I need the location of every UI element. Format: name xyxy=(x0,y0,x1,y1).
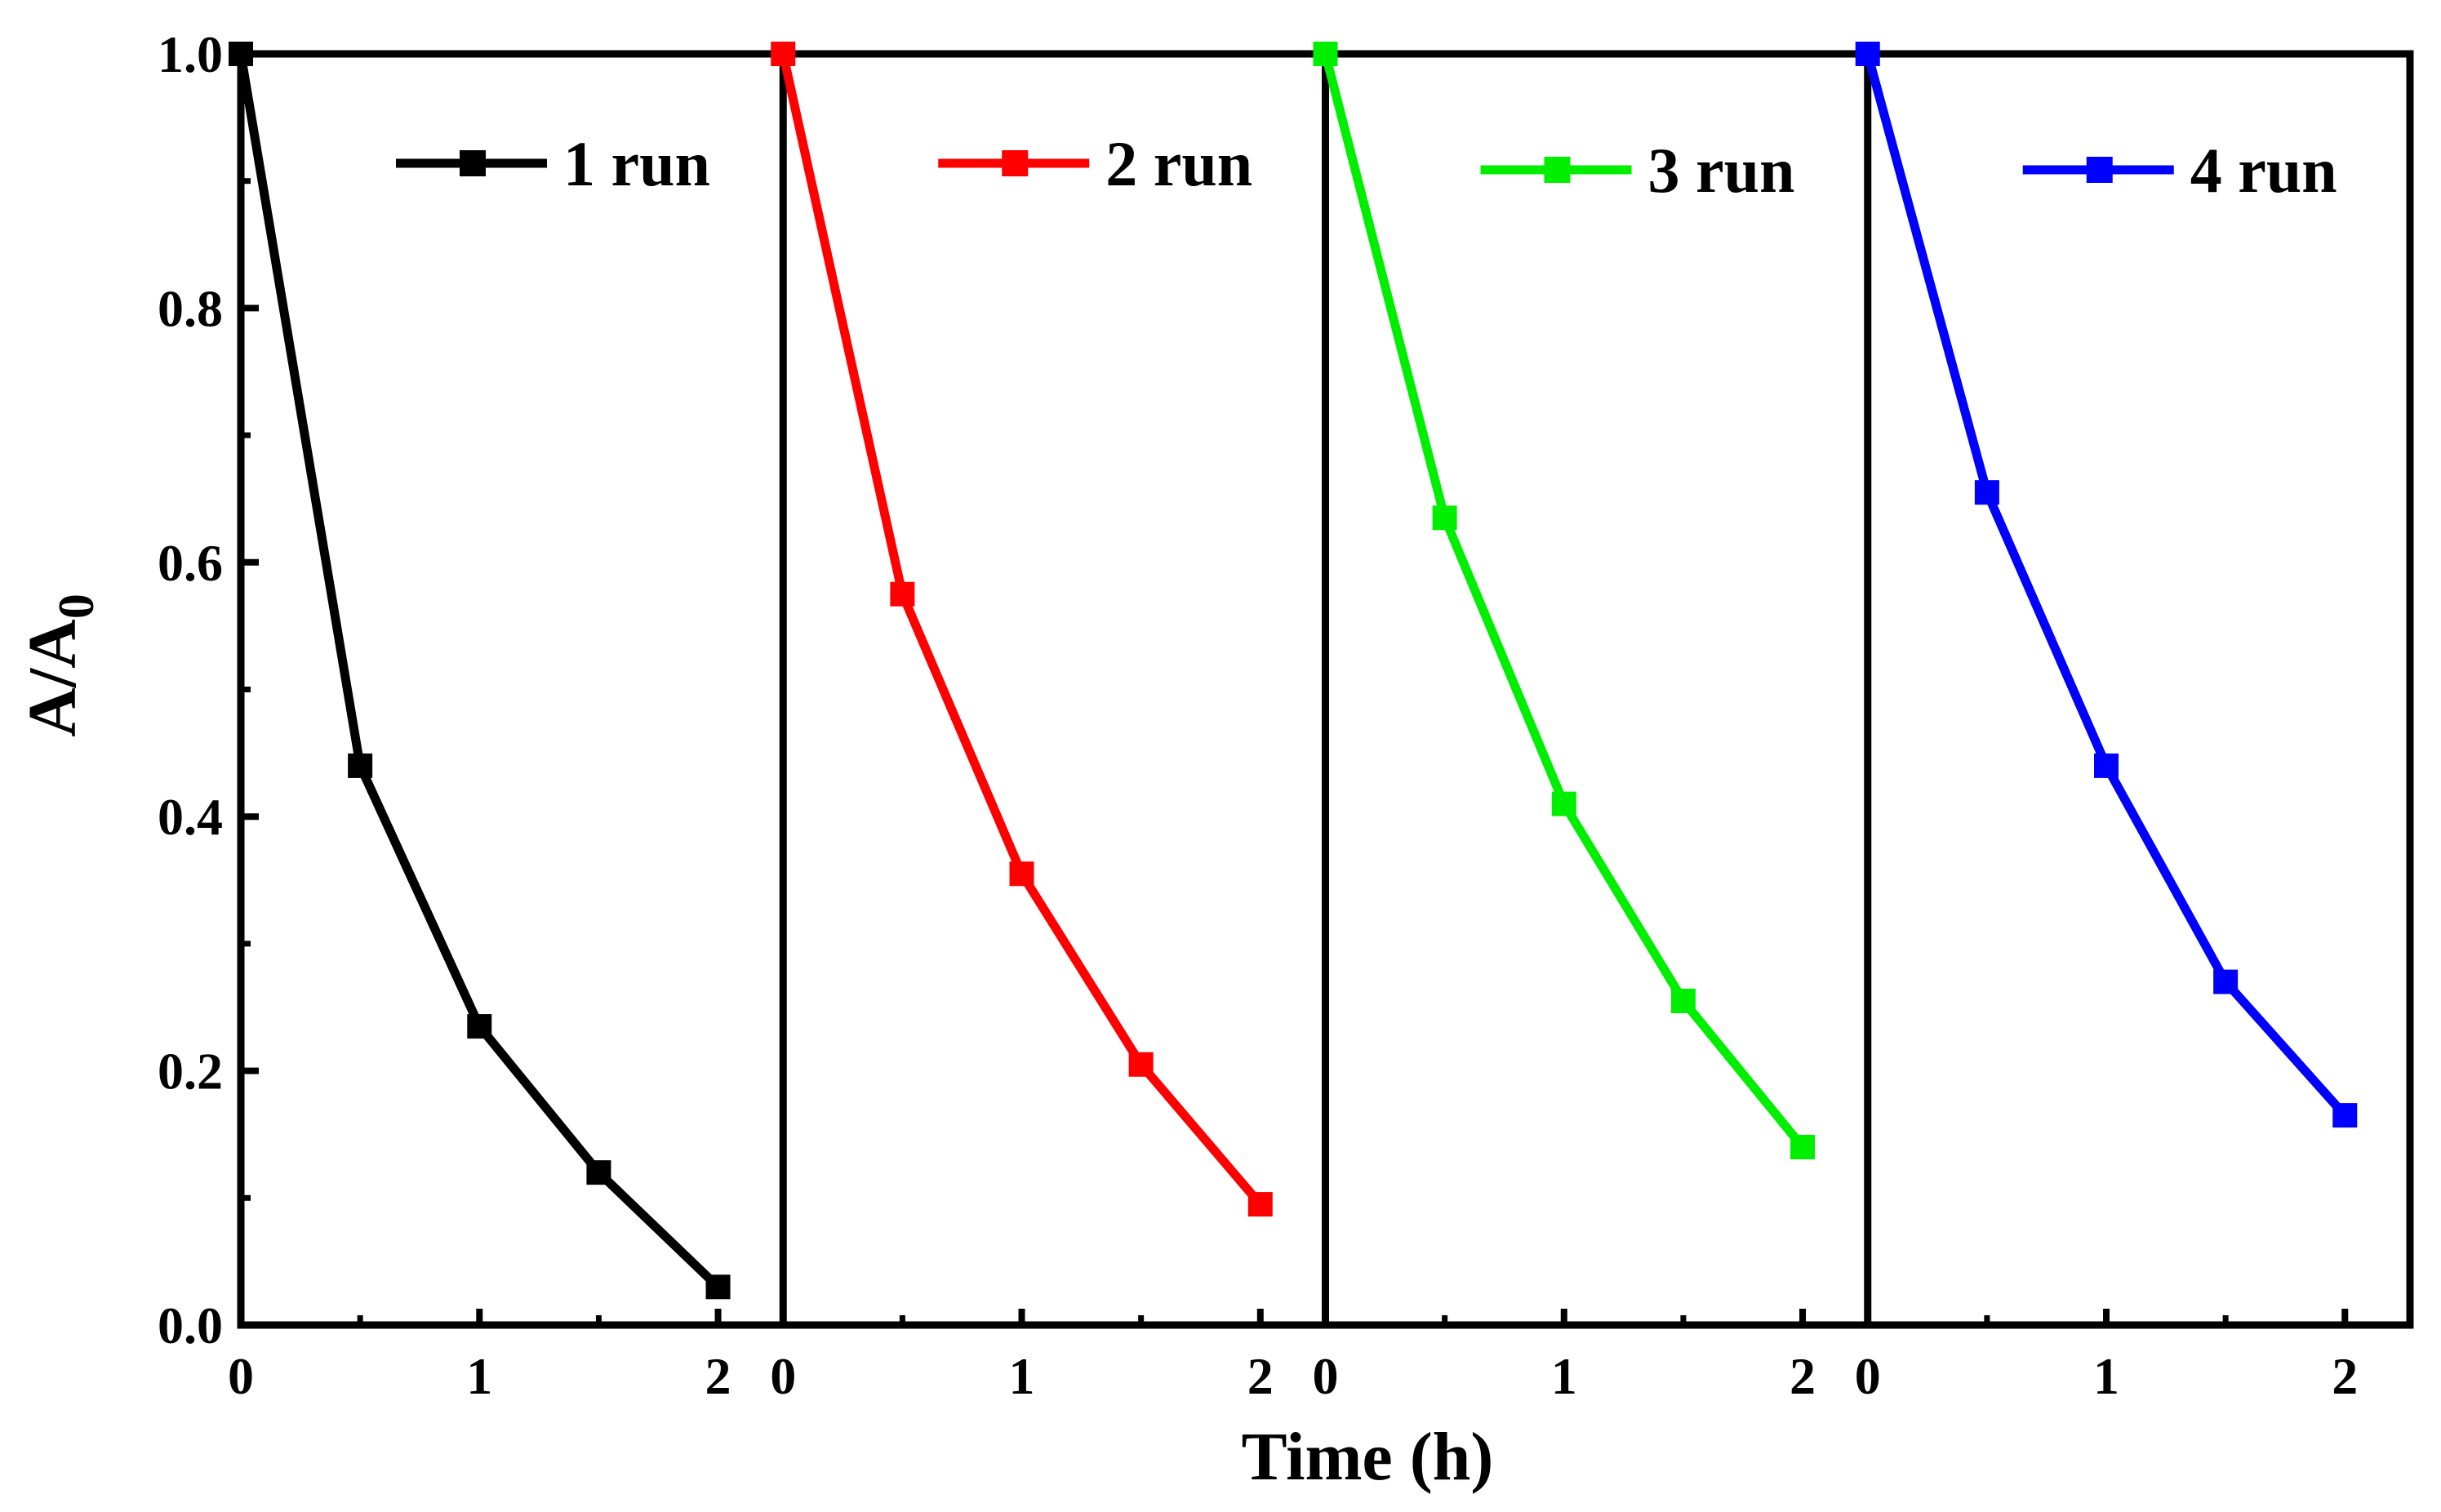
data-point-marker xyxy=(467,1014,492,1039)
y-tick-label: 1.0 xyxy=(158,25,223,83)
x-tick-label: 2 xyxy=(1247,1347,1274,1405)
x-tick-label: 2 xyxy=(2332,1347,2358,1405)
data-point-marker xyxy=(2094,753,2119,778)
data-point-marker xyxy=(705,1274,731,1300)
legend-swatch-marker xyxy=(1544,157,1571,183)
data-point-marker xyxy=(1855,42,1880,66)
x-tick-label: 2 xyxy=(1790,1347,1816,1405)
data-point-marker xyxy=(771,42,796,66)
legend-label: 3 run xyxy=(1648,135,1795,206)
y-axis-title-subscript: 0 xyxy=(49,594,104,619)
y-tick-label: 0.0 xyxy=(158,1296,223,1354)
data-point-marker xyxy=(1009,861,1034,887)
x-axis-title: Time (h) xyxy=(1242,1419,1494,1495)
x-tick-label: 1 xyxy=(2093,1347,2119,1405)
legend-swatch-marker xyxy=(460,150,486,176)
y-tick-label: 0.4 xyxy=(158,788,223,846)
data-point-marker xyxy=(348,753,373,778)
y-tick-label: 0.2 xyxy=(158,1043,223,1101)
data-point-marker xyxy=(890,581,915,607)
data-point-marker xyxy=(1432,505,1457,531)
data-point-marker xyxy=(1790,1135,1816,1160)
data-point-marker xyxy=(586,1160,611,1185)
x-tick-label: 0 xyxy=(1855,1347,1881,1405)
y-tick-label: 0.6 xyxy=(158,534,223,592)
x-tick-label: 0 xyxy=(770,1347,796,1405)
data-point-marker xyxy=(1247,1192,1273,1217)
legend-label: 2 run xyxy=(1105,128,1252,199)
x-tick-label: 0 xyxy=(228,1347,254,1405)
data-point-marker xyxy=(1128,1052,1154,1077)
tick-labels: 0.00.20.40.60.81.00 1 2 0 1 2 0 1 2 0 1 2 xyxy=(158,25,2358,1405)
plot-data xyxy=(229,42,2358,1300)
y-axis-title-main: A/A xyxy=(15,619,91,737)
y-axis-title: A/A0 xyxy=(15,594,104,737)
svg-text:A/A0: A/A0 xyxy=(15,594,104,737)
data-point-marker xyxy=(1670,988,1696,1013)
legend-swatch-marker xyxy=(2086,157,2113,183)
legend-label: 1 run xyxy=(563,128,710,199)
y-tick-label: 0.8 xyxy=(158,279,223,337)
data-point-marker xyxy=(2332,1103,2358,1128)
data-point-marker xyxy=(229,42,253,66)
series-line xyxy=(1863,52,2349,1118)
data-point-marker xyxy=(2213,969,2239,994)
legend: 1 run 2 run 3 run 4 run xyxy=(396,128,2337,206)
x-tick-label: 1 xyxy=(1551,1347,1577,1405)
series-line xyxy=(1321,52,1807,1150)
x-tick-label: 1 xyxy=(466,1347,492,1405)
series-line xyxy=(236,53,722,1291)
x-tick-label: 1 xyxy=(1009,1347,1035,1405)
legend-label: 4 run xyxy=(2190,135,2337,206)
legend-swatch-marker xyxy=(1002,150,1029,176)
x-tick-label: 2 xyxy=(705,1347,731,1405)
data-point-marker xyxy=(1974,480,1999,505)
x-tick-label: 0 xyxy=(1313,1347,1339,1405)
data-point-marker xyxy=(1551,791,1576,816)
series-line xyxy=(778,52,1264,1207)
data-point-marker xyxy=(1313,42,1338,66)
